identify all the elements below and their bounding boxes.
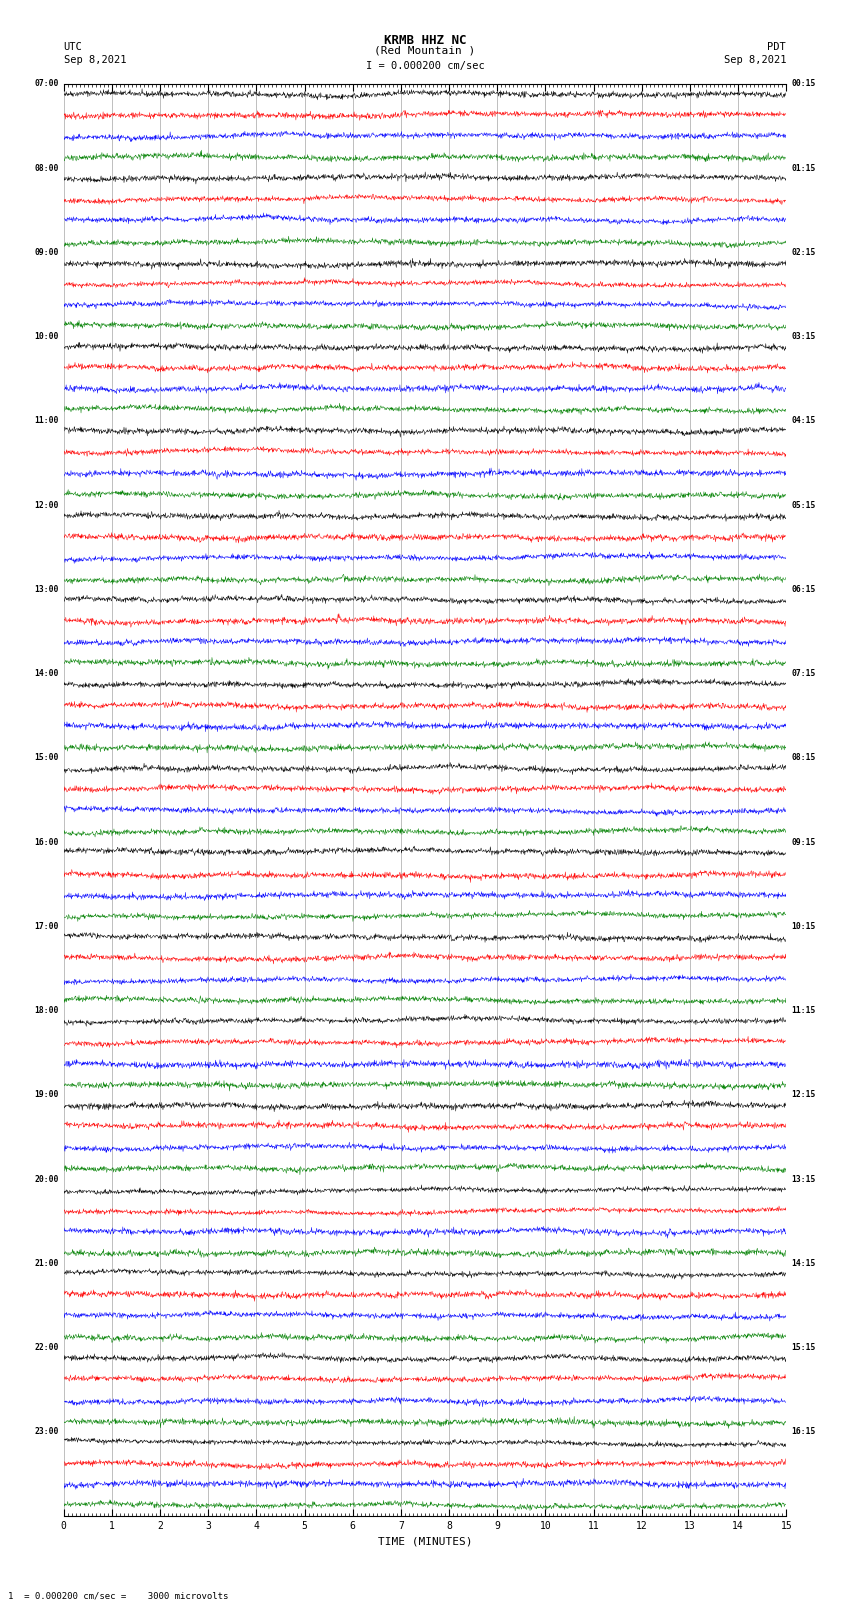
Text: 11:00: 11:00 [34, 416, 59, 426]
Text: 01:15: 01:15 [791, 163, 816, 173]
Text: 14:15: 14:15 [791, 1260, 816, 1268]
Text: 15:00: 15:00 [34, 753, 59, 763]
Text: 03:15: 03:15 [791, 332, 816, 340]
Text: 11:15: 11:15 [791, 1007, 816, 1015]
Text: 10:15: 10:15 [791, 923, 816, 931]
Text: 08:00: 08:00 [34, 163, 59, 173]
Text: 05:15: 05:15 [791, 500, 816, 510]
Text: 07:00: 07:00 [34, 79, 59, 89]
Text: 06:15: 06:15 [791, 586, 816, 594]
Text: Sep 8,2021: Sep 8,2021 [64, 55, 127, 65]
Text: 12:15: 12:15 [791, 1090, 816, 1100]
Text: 10:00: 10:00 [34, 332, 59, 340]
Text: 21:00: 21:00 [34, 1260, 59, 1268]
Text: 23:00: 23:00 [34, 1428, 59, 1437]
Text: (Red Mountain ): (Red Mountain ) [374, 45, 476, 55]
Text: 19:00: 19:00 [34, 1090, 59, 1100]
Text: 09:15: 09:15 [791, 837, 816, 847]
Text: 12:00: 12:00 [34, 500, 59, 510]
X-axis label: TIME (MINUTES): TIME (MINUTES) [377, 1537, 473, 1547]
Text: 17:00: 17:00 [34, 923, 59, 931]
Text: 15:15: 15:15 [791, 1344, 816, 1352]
Text: KRMB HHZ NC: KRMB HHZ NC [383, 34, 467, 47]
Text: 13:15: 13:15 [791, 1174, 816, 1184]
Text: 1  = 0.000200 cm/sec =    3000 microvolts: 1 = 0.000200 cm/sec = 3000 microvolts [8, 1590, 229, 1600]
Text: 16:00: 16:00 [34, 837, 59, 847]
Text: UTC: UTC [64, 42, 82, 52]
Text: 09:00: 09:00 [34, 248, 59, 256]
Text: 08:15: 08:15 [791, 753, 816, 763]
Text: 04:15: 04:15 [791, 416, 816, 426]
Text: 14:00: 14:00 [34, 669, 59, 677]
Text: 07:15: 07:15 [791, 669, 816, 677]
Text: 00:15: 00:15 [791, 79, 816, 89]
Text: 20:00: 20:00 [34, 1174, 59, 1184]
Text: PDT: PDT [768, 42, 786, 52]
Text: 18:00: 18:00 [34, 1007, 59, 1015]
Text: I = 0.000200 cm/sec: I = 0.000200 cm/sec [366, 61, 484, 71]
Text: 02:15: 02:15 [791, 248, 816, 256]
Text: Sep 8,2021: Sep 8,2021 [723, 55, 786, 65]
Text: 16:15: 16:15 [791, 1428, 816, 1437]
Text: 22:00: 22:00 [34, 1344, 59, 1352]
Text: 13:00: 13:00 [34, 586, 59, 594]
